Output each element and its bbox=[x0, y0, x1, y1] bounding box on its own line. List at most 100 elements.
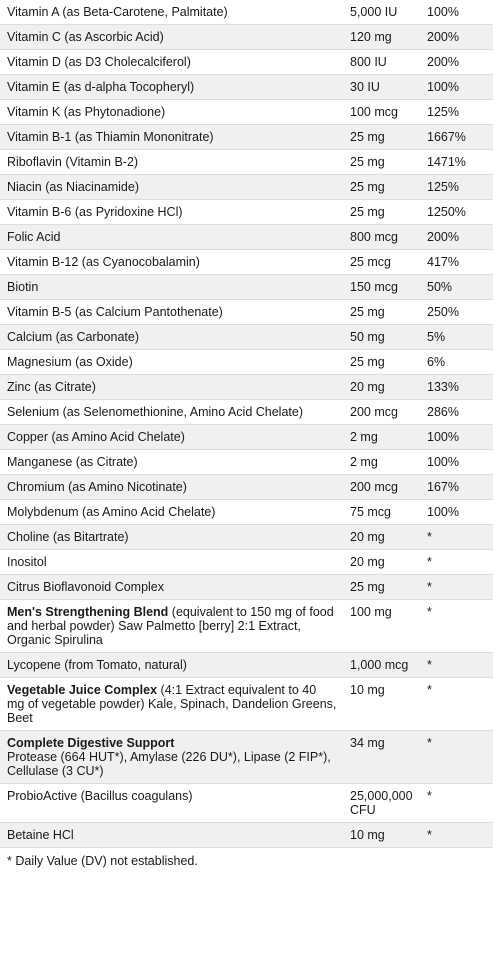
table-row: Copper (as Amino Acid Chelate) 2 mg 100% bbox=[0, 424, 493, 450]
daily-value-percent: 1250% bbox=[420, 199, 493, 225]
amount-per-serving: 25 mg bbox=[343, 199, 420, 225]
ingredient-name: Vitamin B-12 (as Cyanocobalamin) bbox=[7, 255, 200, 269]
table-row: Riboflavin (Vitamin B-2) 25 mg 1471% bbox=[0, 149, 493, 175]
daily-value-percent: 133% bbox=[420, 374, 493, 400]
amount-per-serving: 10 mg bbox=[343, 822, 420, 848]
ingredient-name-cell: Vegetable Juice Complex (4:1 Extract equ… bbox=[0, 677, 343, 731]
daily-value-percent: 200% bbox=[420, 24, 493, 50]
table-row: Men's Strengthening Blend (equivalent to… bbox=[0, 599, 493, 653]
table-row: Vitamin B-12 (as Cyanocobalamin) 25 mcg 41… bbox=[0, 249, 493, 275]
daily-value-percent: 100% bbox=[420, 424, 493, 450]
ingredient-name-cell: Vitamin K (as Phytonadione) bbox=[0, 99, 343, 125]
daily-value-percent: * bbox=[420, 652, 493, 678]
ingredient-blend-title: Vegetable Juice Complex bbox=[7, 683, 158, 697]
ingredient-name: Niacin (as Niacinamide) bbox=[7, 180, 139, 194]
ingredient-name: Vitamin B-1 (as Thiamin Mononitrate) bbox=[7, 130, 214, 144]
table-row: Complete Digestive Support Protease (664 … bbox=[0, 730, 493, 784]
daily-value-percent: 125% bbox=[420, 174, 493, 200]
amount-per-serving: 100 mcg bbox=[343, 99, 420, 125]
ingredient-name-cell: Vitamin D (as D3 Cholecalciferol) bbox=[0, 49, 343, 75]
ingredient-name-cell: Vitamin E (as d-alpha Tocopheryl) bbox=[0, 74, 343, 100]
ingredient-name: Choline (as Bitartrate) bbox=[7, 530, 129, 544]
ingredient-blend-title: Men's Strengthening Blend bbox=[7, 605, 169, 619]
daily-value-percent: * bbox=[420, 783, 493, 823]
daily-value-percent: 250% bbox=[420, 299, 493, 325]
amount-per-serving: 100 mg bbox=[343, 599, 420, 653]
ingredient-name-cell: Magnesium (as Oxide) bbox=[0, 349, 343, 375]
ingredient-name-cell: Niacin (as Niacinamide) bbox=[0, 174, 343, 200]
daily-value-percent: 1471% bbox=[420, 149, 493, 175]
daily-value-percent: 100% bbox=[420, 0, 493, 25]
amount-per-serving: 2 mg bbox=[343, 424, 420, 450]
ingredient-name: Betaine HCl bbox=[7, 828, 74, 842]
daily-value-percent: 50% bbox=[420, 274, 493, 300]
daily-value-percent: * bbox=[420, 574, 493, 600]
ingredient-name-cell: Manganese (as Citrate) bbox=[0, 449, 343, 475]
amount-per-serving: 1,000 mcg bbox=[343, 652, 420, 678]
daily-value-percent: * bbox=[420, 822, 493, 848]
ingredient-name-cell: Riboflavin (Vitamin B-2) bbox=[0, 149, 343, 175]
ingredient-name-cell: Vitamin C (as Ascorbic Acid) bbox=[0, 24, 343, 50]
ingredient-blend-description: (4:1 Extract equivalent to 40 mg of vege… bbox=[7, 683, 337, 725]
ingredient-name: Folic Acid bbox=[7, 230, 61, 244]
ingredient-name-cell: Inositol bbox=[0, 549, 343, 575]
ingredient-name-cell: Complete Digestive Support Protease (664 … bbox=[0, 730, 343, 784]
ingredient-name-cell: Choline (as Bitartrate) bbox=[0, 524, 343, 550]
amount-per-serving: 200 mcg bbox=[343, 399, 420, 425]
ingredient-name: ProbioActive (Bacillus coagulans) bbox=[7, 789, 193, 803]
table-row: Calcium (as Carbonate) 50 mg 5% bbox=[0, 324, 493, 350]
amount-per-serving: 30 IU bbox=[343, 74, 420, 100]
ingredient-name: Molybdenum (as Amino Acid Chelate) bbox=[7, 505, 216, 519]
daily-value-percent: 417% bbox=[420, 249, 493, 275]
table-row: Biotin 150 mcg 50% bbox=[0, 274, 493, 300]
ingredient-name-cell: Vitamin B-1 (as Thiamin Mononitrate) bbox=[0, 124, 343, 150]
table-row: Vitamin D (as D3 Cholecalciferol) 800 IU 2… bbox=[0, 49, 493, 75]
ingredient-name: Vitamin K (as Phytonadione) bbox=[7, 105, 166, 119]
ingredient-name: Vitamin C (as Ascorbic Acid) bbox=[7, 30, 164, 44]
ingredient-name: Selenium (as Selenomethionine, Amino Aci… bbox=[7, 405, 304, 419]
ingredient-blend-title: Complete Digestive Support bbox=[7, 736, 175, 750]
amount-per-serving: 20 mg bbox=[343, 524, 420, 550]
amount-per-serving: 20 mg bbox=[343, 549, 420, 575]
table-row: Selenium (as Selenomethionine, Amino Aci… bbox=[0, 399, 493, 425]
ingredient-name-cell: Vitamin B-6 (as Pyridoxine HCl) bbox=[0, 199, 343, 225]
ingredient-name-cell: Zinc (as Citrate) bbox=[0, 374, 343, 400]
daily-value-percent: 100% bbox=[420, 499, 493, 525]
table-row: Betaine HCl 10 mg * bbox=[0, 822, 493, 848]
table-row: Vitamin C (as Ascorbic Acid) 120 mg 200% bbox=[0, 24, 493, 50]
ingredient-name-cell: Vitamin B-12 (as Cyanocobalamin) bbox=[0, 249, 343, 275]
amount-per-serving: 34 mg bbox=[343, 730, 420, 784]
daily-value-percent: 200% bbox=[420, 224, 493, 250]
ingredient-name: Biotin bbox=[7, 280, 39, 294]
table-row: Lycopene (from Tomato, natural) 1,000 mcg… bbox=[0, 652, 493, 678]
amount-per-serving: 200 mcg bbox=[343, 474, 420, 500]
table-row: ProbioActive (Bacillus coagulans) 25,000,… bbox=[0, 783, 493, 823]
ingredient-name-cell: Selenium (as Selenomethionine, Amino Aci… bbox=[0, 399, 343, 425]
ingredient-name: Vitamin E (as d-alpha Tocopheryl) bbox=[7, 80, 195, 94]
ingredient-name: Vitamin B-5 (as Calcium Pantothenate) bbox=[7, 305, 223, 319]
amount-per-serving: 25 mg bbox=[343, 174, 420, 200]
daily-value-footnote: * Daily Value (DV) not established. bbox=[7, 854, 198, 868]
amount-per-serving: 25 mg bbox=[343, 149, 420, 175]
ingredient-blend-description: Protease (664 HUT*), Amylase (226 DU*), … bbox=[7, 750, 331, 778]
amount-per-serving: 50 mg bbox=[343, 324, 420, 350]
daily-value-percent: * bbox=[420, 549, 493, 575]
ingredient-name: Vitamin B-6 (as Pyridoxine HCl) bbox=[7, 205, 183, 219]
table-row: Niacin (as Niacinamide) 25 mg 125% bbox=[0, 174, 493, 200]
amount-per-serving: 75 mcg bbox=[343, 499, 420, 525]
amount-per-serving: 2 mg bbox=[343, 449, 420, 475]
table-row: Zinc (as Citrate) 20 mg 133% bbox=[0, 374, 493, 400]
daily-value-percent: 6% bbox=[420, 349, 493, 375]
daily-value-percent: 1667% bbox=[420, 124, 493, 150]
ingredient-name: Inositol bbox=[7, 555, 47, 569]
amount-per-serving: 25 mcg bbox=[343, 249, 420, 275]
ingredient-name: Magnesium (as Oxide) bbox=[7, 355, 133, 369]
amount-per-serving: 25 mg bbox=[343, 299, 420, 325]
table-row: Vitamin B-6 (as Pyridoxine HCl) 25 mg 1250… bbox=[0, 199, 493, 225]
ingredient-blend-description: (equivalent to 150 mg of food and herbal… bbox=[7, 605, 334, 647]
table-row: Vitamin B-5 (as Calcium Pantothenate) 25 … bbox=[0, 299, 493, 325]
amount-per-serving: 150 mcg bbox=[343, 274, 420, 300]
ingredient-name-cell: Calcium (as Carbonate) bbox=[0, 324, 343, 350]
ingredient-name-cell: Lycopene (from Tomato, natural) bbox=[0, 652, 343, 678]
table-row: Manganese (as Citrate) 2 mg 100% bbox=[0, 449, 493, 475]
